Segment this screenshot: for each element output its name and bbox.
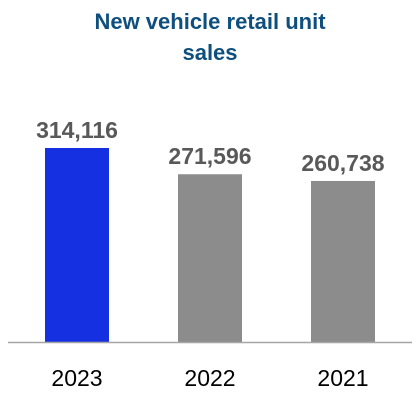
bar-2021	[311, 180, 375, 342]
x-tick-label-2023: 2023	[51, 365, 102, 391]
chart-title-line-1: New vehicle retail unit	[94, 9, 326, 34]
chart-title-line-2: sales	[182, 40, 238, 65]
chart-title: New vehicle retail unit sales	[0, 6, 420, 68]
x-tick-label-2021: 2021	[317, 365, 368, 391]
data-label-2022: 271,596	[168, 143, 251, 169]
data-label-2023: 314,116	[36, 117, 118, 143]
bar-2023	[45, 147, 109, 342]
data-label-2021: 260,738	[301, 150, 384, 176]
x-tick-label-2022: 2022	[184, 365, 235, 391]
bar-2022	[178, 174, 242, 342]
